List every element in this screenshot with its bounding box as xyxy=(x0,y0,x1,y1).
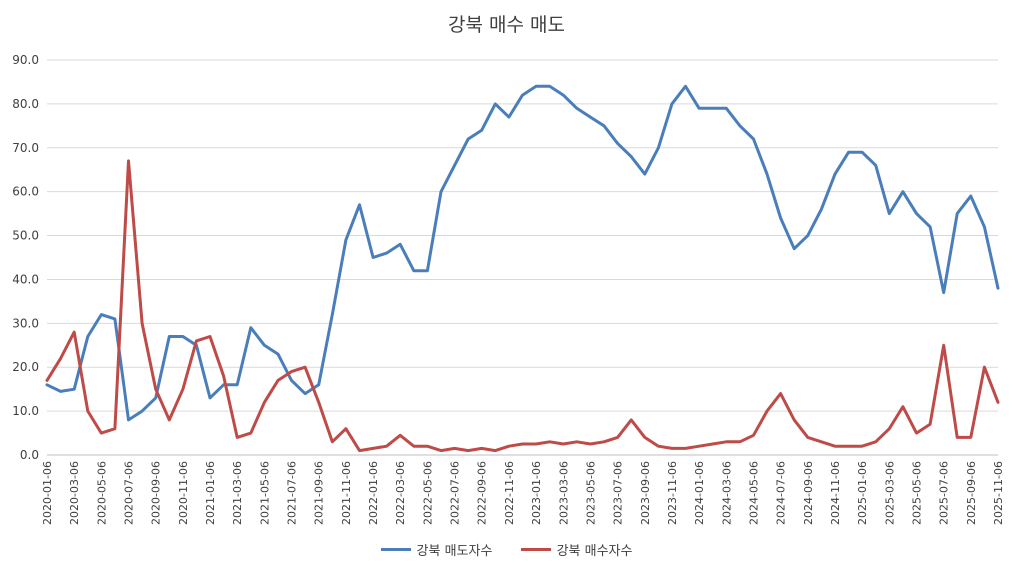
x-tick-label: 2022-09-06 xyxy=(476,461,489,525)
x-tick-label: 2020-07-06 xyxy=(123,461,136,525)
x-tick-label: 2020-05-06 xyxy=(95,461,108,525)
x-tick-label: 2024-07-06 xyxy=(775,461,788,525)
y-tick-label: 80.0 xyxy=(12,97,39,111)
x-tick-label: 2023-11-06 xyxy=(666,461,679,525)
x-tick-label: 2022-01-06 xyxy=(367,461,380,525)
x-tick-label: 2024-11-06 xyxy=(829,461,842,525)
x-tick-label: 2022-05-06 xyxy=(421,461,434,525)
y-tick-label: 50.0 xyxy=(12,229,39,243)
x-tick-label: 2023-09-06 xyxy=(639,461,652,525)
x-tick-label: 2025-07-06 xyxy=(938,461,951,525)
chart-title: 강북 매수 매도 xyxy=(448,14,565,36)
x-tick-label: 2025-09-06 xyxy=(965,461,978,525)
legend-item-sell: 강북 매도자수 xyxy=(380,540,493,559)
legend: 강북 매도자수 강북 매수자수 xyxy=(0,540,1013,559)
x-tick-label: 2021-11-06 xyxy=(340,461,353,525)
x-tick-label: 2024-03-06 xyxy=(720,461,733,525)
x-tick-label: 2023-05-06 xyxy=(584,461,597,525)
x-tick-label: 2023-01-06 xyxy=(530,461,543,525)
x-tick-label: 2021-03-06 xyxy=(231,461,244,525)
x-tick-label: 2021-05-06 xyxy=(258,461,271,525)
legend-swatch-buy xyxy=(520,548,551,551)
x-tick-label: 2024-05-06 xyxy=(747,461,760,525)
x-tick-label: 2022-03-06 xyxy=(394,461,407,525)
x-tick-label: 2020-03-06 xyxy=(68,461,81,525)
y-tick-label: 40.0 xyxy=(12,272,39,286)
y-tick-label: 20.0 xyxy=(12,360,39,374)
y-tick-label: 0.0 xyxy=(20,448,39,462)
x-tick-label: 2022-07-06 xyxy=(449,461,462,525)
x-tick-label: 2023-07-06 xyxy=(612,461,625,525)
x-tick-label: 2021-07-06 xyxy=(286,461,299,525)
x-tick-label: 2021-09-06 xyxy=(313,461,326,525)
x-tick-label: 2020-09-06 xyxy=(150,461,163,525)
y-tick-label: 70.0 xyxy=(12,141,39,155)
x-tick-label: 2024-01-06 xyxy=(693,461,706,525)
x-tick-label: 2020-11-06 xyxy=(177,461,190,525)
legend-label-sell: 강북 매도자수 xyxy=(416,544,493,559)
x-tick-label: 2024-09-06 xyxy=(802,461,815,525)
legend-label-buy: 강북 매수자수 xyxy=(556,544,633,559)
y-tick-label: 10.0 xyxy=(12,404,39,418)
y-tick-label: 60.0 xyxy=(12,185,39,199)
y-tick-label: 90.0 xyxy=(12,53,39,67)
x-tick-label: 2025-05-06 xyxy=(910,461,923,525)
x-tick-label: 2025-11-06 xyxy=(992,461,1005,525)
x-tick-label: 2025-01-06 xyxy=(856,461,869,525)
x-tick-label: 2025-03-06 xyxy=(883,461,896,525)
x-tick-label: 2020-01-06 xyxy=(41,461,54,525)
legend-swatch-sell xyxy=(380,548,411,551)
x-tick-label: 2023-03-06 xyxy=(557,461,570,525)
series-line-sell xyxy=(45,84,1000,422)
y-tick-label: 30.0 xyxy=(12,316,39,330)
x-tick-label: 2022-11-06 xyxy=(503,461,516,525)
series-line-buy xyxy=(45,159,1000,453)
x-tick-label: 2021-01-06 xyxy=(204,461,217,525)
legend-item-buy: 강북 매수자수 xyxy=(520,540,633,559)
